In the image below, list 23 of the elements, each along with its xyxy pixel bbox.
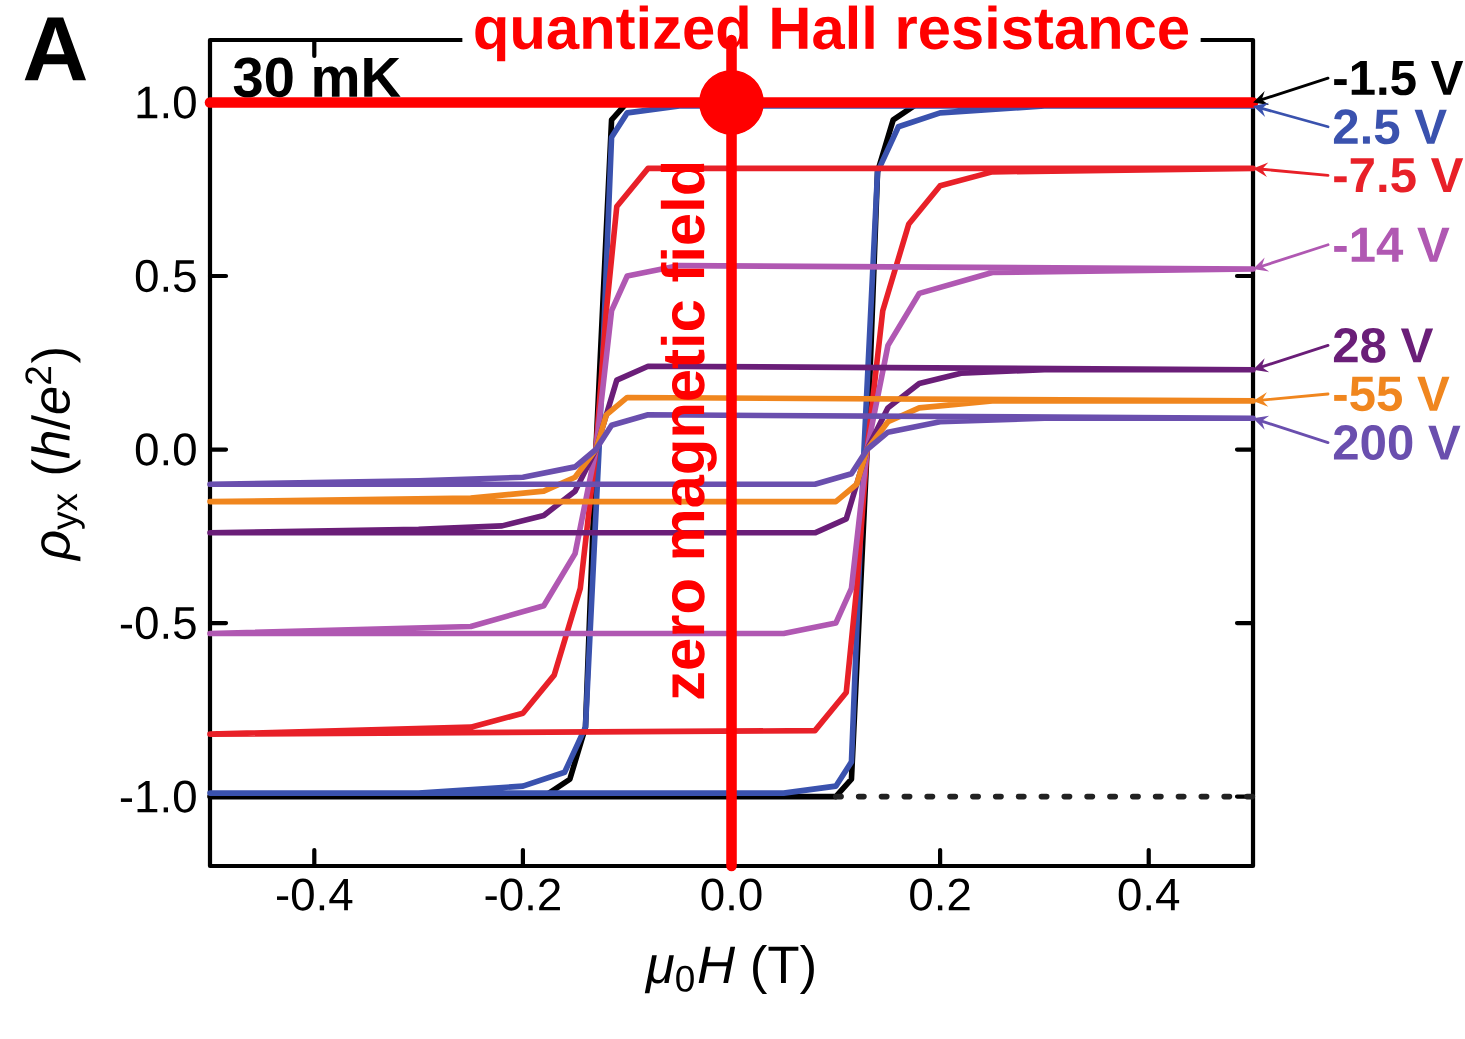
y-tick-label: -0.5 xyxy=(120,606,196,640)
x-tick-label: -0.2 xyxy=(485,878,560,911)
ref-line-label: zero magnetic field xyxy=(660,163,717,699)
y-tick-label: 1.0 xyxy=(137,86,196,119)
x-tick-label: 0.2 xyxy=(910,878,970,911)
y-tick-label: 0.5 xyxy=(135,259,196,293)
text: A xyxy=(24,17,87,81)
legend-label: 2.5 V xyxy=(1333,109,1447,145)
x-tick-label: -0.4 xyxy=(276,878,353,911)
legend-label: -1.5 V xyxy=(1334,61,1464,96)
x-tick-label: 0.0 xyxy=(701,878,762,911)
annotation: 30 mK xyxy=(233,57,401,98)
legend-label: -7.5 V xyxy=(1334,158,1464,193)
legend-label: -14 V xyxy=(1334,227,1450,262)
y-tick-label: -1.0 xyxy=(120,780,196,813)
y-tick-label: 0.0 xyxy=(135,433,196,466)
legend-label: 200 V xyxy=(1333,425,1461,461)
y-axis-title: ρ$_{yx}$ (h/e$^{2}$) xyxy=(25,349,85,562)
ref-line-label: quantized Hall resistance xyxy=(475,5,1189,62)
x-tick-label: 0.4 xyxy=(1118,878,1180,911)
x-axis-title: μ$_{0}$H (T) xyxy=(644,944,814,994)
legend-label: 28 V xyxy=(1333,327,1434,363)
legend-label: -55 V xyxy=(1334,376,1450,412)
